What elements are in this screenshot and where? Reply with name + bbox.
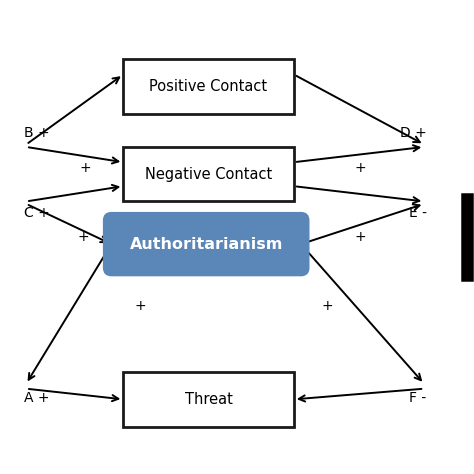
Text: E -: E - [409,206,427,220]
Text: Negative Contact: Negative Contact [145,167,272,182]
FancyBboxPatch shape [123,372,294,427]
Text: +: + [321,299,333,313]
Text: Threat: Threat [184,392,233,407]
Text: F -: F - [410,391,427,405]
Text: Positive Contact: Positive Contact [149,79,268,94]
Text: A +: A + [24,391,49,405]
Text: +: + [80,161,91,175]
Text: +: + [355,161,366,175]
Text: +: + [134,299,146,313]
FancyBboxPatch shape [123,147,294,201]
FancyBboxPatch shape [104,213,308,275]
Text: C +: C + [24,206,49,220]
FancyBboxPatch shape [123,59,294,114]
Text: Authoritarianism: Authoritarianism [129,237,283,252]
Text: +: + [77,230,89,244]
Text: D +: D + [400,126,427,140]
Text: +: + [355,230,366,244]
Text: B +: B + [24,126,49,140]
